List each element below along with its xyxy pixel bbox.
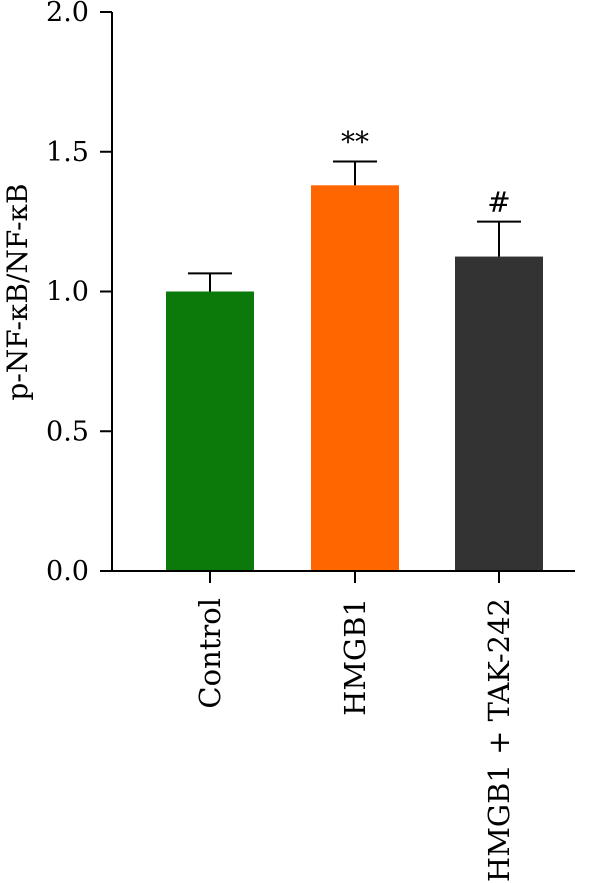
bar-hmgb1-tak-242	[455, 256, 543, 571]
y-tick-label: 1.0	[46, 277, 89, 308]
y-tick-label: 1.5	[46, 137, 89, 168]
y-axis-title: p-NF-κB/NF-κB	[1, 183, 34, 400]
bar-hmgb1	[311, 185, 399, 572]
x-tick-label: HMGB1 + TAK-242	[482, 598, 516, 882]
bar-control	[166, 291, 254, 571]
plot-area: ** #0.0 0.5 1.0 1.5 2.0 Control HMGB1 HMGB1 + TA…	[46, 0, 575, 882]
x-tick-label: HMGB1	[338, 598, 372, 716]
y-tick-label: 0.5	[46, 416, 89, 447]
x-tick-label: Control	[193, 598, 227, 709]
significance-label: **	[341, 126, 369, 159]
significance-label: #	[487, 186, 510, 219]
y-tick-label: 0.0	[46, 556, 89, 587]
y-tick-label: 2.0	[46, 0, 89, 28]
